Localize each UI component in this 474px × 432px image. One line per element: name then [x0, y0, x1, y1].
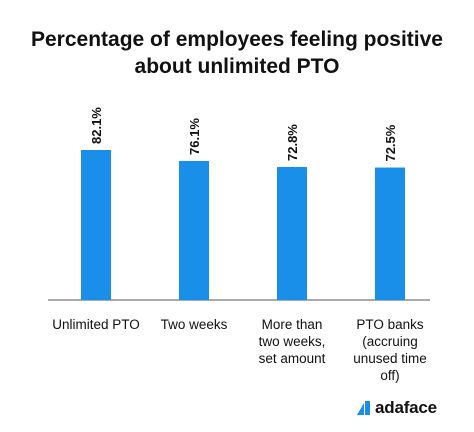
- bar-4: [375, 167, 405, 300]
- chart-title: Percentage of employees feeling positive…: [0, 26, 474, 80]
- category-label-3: More than two weeks, set amount: [237, 316, 347, 367]
- bar-value-label-3: 72.8%: [285, 124, 300, 161]
- category-label-line: set amount: [258, 351, 326, 366]
- category-label-line: two weeks,: [258, 334, 326, 349]
- chart-title-line-1: Percentage of employees feeling positive: [31, 28, 443, 51]
- brand-logo: adaface: [356, 398, 437, 418]
- category-label-4: PTO banks (accruing unused time off): [335, 316, 445, 384]
- bar-3: [277, 166, 307, 300]
- category-label-line: (accruing: [362, 334, 418, 349]
- bar-value-label-2: 76.1%: [187, 118, 202, 155]
- category-label-2: Two weeks: [139, 316, 249, 333]
- bar-1: [81, 150, 111, 300]
- category-label-line: More than: [261, 317, 323, 332]
- category-label-line: Unlimited PTO: [52, 317, 140, 332]
- bar-value-label-1: 82.1%: [89, 107, 104, 144]
- adaface-logo-icon: [357, 401, 370, 415]
- category-label-line: unused time: [353, 351, 427, 366]
- bar-2: [179, 160, 209, 300]
- category-label-line: PTO banks: [356, 317, 424, 332]
- brand-name: adaface: [375, 398, 437, 417]
- category-label-line: off): [380, 368, 400, 383]
- chart-title-line-2: about unlimited PTO: [134, 55, 340, 78]
- bar-value-label-4: 72.5%: [383, 124, 398, 161]
- category-label-line: Two weeks: [160, 317, 228, 332]
- category-label-1: Unlimited PTO: [41, 316, 151, 333]
